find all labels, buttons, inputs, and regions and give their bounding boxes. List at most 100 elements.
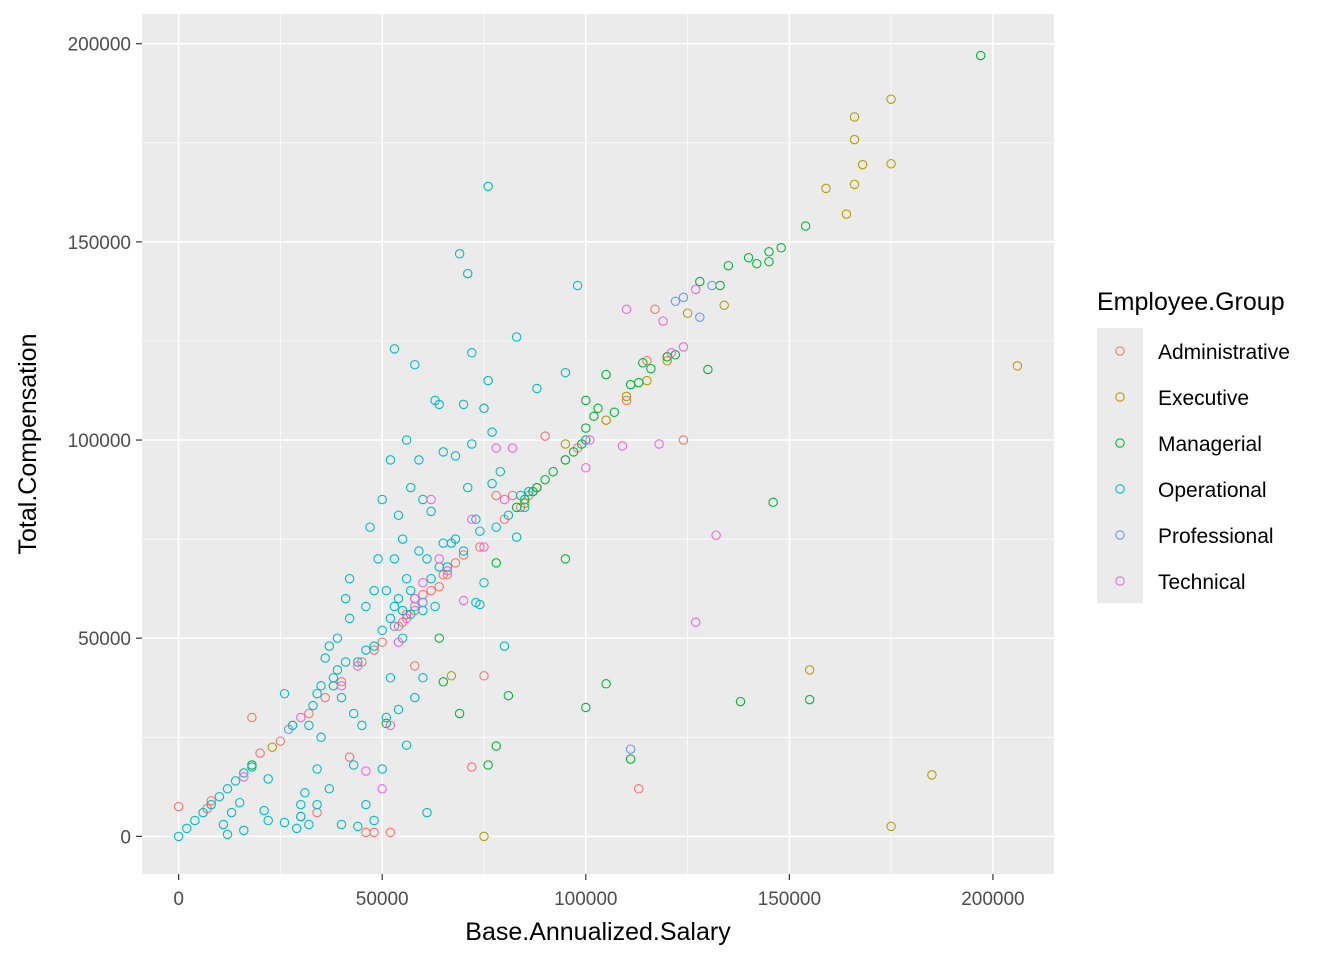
point-executive	[927, 770, 937, 780]
legend-key-managerial	[1115, 438, 1125, 448]
point-operational	[300, 788, 310, 798]
point-operational	[239, 825, 249, 836]
point-managerial	[601, 679, 611, 689]
point-technical	[621, 304, 632, 315]
legend-label-administrative: Administrative	[1158, 341, 1290, 364]
point-operational	[377, 625, 387, 636]
point-executive	[821, 183, 831, 194]
point-managerial	[804, 694, 815, 705]
point-operational	[324, 641, 335, 651]
point-operational	[259, 805, 269, 816]
point-operational	[410, 359, 420, 370]
legend-key-operational	[1115, 484, 1125, 494]
grid-minor	[142, 14, 1054, 874]
legend-label-managerial: Managerial	[1158, 433, 1262, 456]
point-operational	[414, 455, 424, 465]
point-operational	[495, 466, 506, 477]
point-operational	[434, 399, 444, 410]
point-managerial	[764, 247, 774, 257]
point-operational	[401, 435, 412, 445]
point-operational	[503, 510, 514, 521]
point-operational	[524, 486, 534, 497]
legend-key-administrative	[1115, 346, 1125, 356]
point-managerial	[483, 760, 493, 770]
point-operational	[487, 478, 497, 489]
point-operational	[405, 482, 416, 493]
point-operational	[483, 375, 493, 386]
point-operational	[475, 526, 485, 536]
point-administrative	[450, 558, 461, 568]
point-operational	[214, 791, 225, 802]
point-administrative	[434, 581, 444, 592]
point-managerial	[589, 411, 599, 422]
point-executive	[519, 498, 530, 509]
point-administrative	[479, 671, 489, 681]
point-technical	[361, 766, 371, 776]
point-executive	[682, 308, 693, 318]
point-operational	[405, 585, 416, 596]
point-managerial	[764, 256, 774, 267]
point-executive	[849, 112, 860, 122]
point-operational	[414, 546, 424, 556]
point-managerial	[609, 407, 620, 418]
point-executive	[621, 391, 632, 402]
point-managerial	[581, 423, 591, 433]
point-managerial	[776, 243, 786, 253]
point-operational	[190, 815, 200, 826]
point-managerial	[568, 447, 579, 457]
point-operational	[234, 797, 245, 808]
point-executive	[849, 134, 860, 145]
legend-label-professional: Professional	[1158, 525, 1274, 548]
point-technical	[711, 530, 721, 540]
legend-key-background	[1097, 328, 1143, 603]
point-operational	[348, 760, 359, 770]
point-executive	[886, 159, 896, 169]
point-operational	[296, 799, 306, 810]
point-operational	[381, 712, 392, 723]
point-operational	[353, 821, 363, 832]
legend-items: Administrative Executive Managerial Operati…	[1115, 341, 1290, 594]
point-operational	[397, 534, 408, 544]
point-operational	[222, 784, 233, 794]
point-operational	[332, 633, 343, 643]
y-tick-label: 100000	[68, 431, 131, 452]
point-operational	[499, 641, 510, 651]
point-administrative	[475, 542, 485, 552]
x-axis-ticks: 0 50000 100000 150000 200000	[173, 874, 1025, 910]
point-administrative	[385, 827, 396, 838]
point-operational	[296, 811, 306, 822]
point-managerial	[703, 364, 713, 375]
point-operational	[450, 534, 461, 544]
point-administrative	[377, 637, 387, 647]
point-technical	[690, 617, 701, 628]
point-operational	[458, 546, 469, 556]
point-operational	[328, 673, 339, 683]
point-technical	[442, 566, 453, 576]
point-technical	[507, 443, 518, 453]
point-executive	[1012, 361, 1023, 371]
point-operational	[471, 514, 481, 525]
point-operational	[410, 692, 420, 703]
point-operational	[304, 720, 314, 731]
point-operational	[173, 831, 184, 842]
point-operational	[357, 720, 367, 731]
point-operational	[222, 829, 233, 840]
point-managerial	[491, 558, 501, 568]
y-tick-label: 50000	[78, 629, 131, 650]
legend-key-executive	[1115, 392, 1125, 402]
point-executive	[446, 671, 457, 681]
point-technical	[467, 514, 477, 525]
point-technical	[491, 443, 501, 453]
point-administrative	[540, 431, 550, 441]
point-administrative	[369, 827, 379, 838]
point-operational	[511, 332, 522, 342]
point-operational	[312, 688, 322, 699]
point-administrative	[678, 435, 689, 445]
point-technical	[353, 661, 363, 671]
point-managerial	[633, 377, 644, 388]
point-operational	[324, 784, 335, 794]
point-operational	[389, 344, 400, 354]
point-operational	[206, 799, 216, 810]
point-administrative	[426, 585, 436, 596]
